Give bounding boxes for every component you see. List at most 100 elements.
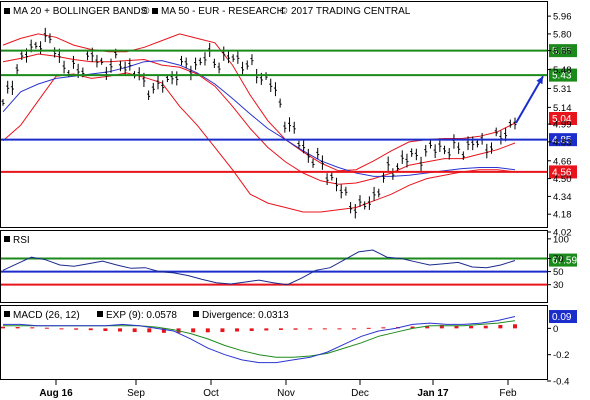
legend-ma20-label: MA 20 + BOLLINGER BANDS: [13, 6, 148, 17]
level-resistance-tag-label: 5.43: [552, 71, 572, 82]
price-y-tick-label: 5.48: [553, 65, 572, 76]
macd-histogram-bar: [59, 328, 64, 330]
macd-y-tick-label: -0.4: [553, 377, 569, 388]
price-layer: 5.65 5.43 4.85 4.56 5.04: [1, 27, 577, 219]
macd-histogram-bar: [513, 324, 517, 329]
price-y-tick-label: 4.99: [553, 120, 572, 131]
target-arrow-shaft: [515, 75, 544, 124]
macd-panel-frame: [0, 305, 548, 380]
x-tick-label: Nov: [277, 388, 295, 399]
macd-histogram-bar: [454, 325, 459, 329]
macd-histogram-bar: [469, 326, 474, 329]
legend-signal-label: EXP (9): 0.0578: [106, 310, 177, 321]
legend-copyright-text: 2017 TRADING CENTRAL: [291, 6, 411, 17]
last-price-tag: [549, 112, 577, 125]
macd-current-tag-label: 0.09: [552, 312, 572, 323]
bollinger-lower-line: [2, 72, 516, 213]
macd-histogram-bar: [308, 328, 313, 330]
price-y-tick-label: 5.14: [553, 103, 572, 114]
legend-rsi-label: RSI: [13, 235, 30, 246]
price-y-tick-label: 5.31: [553, 84, 572, 95]
level-support-tag: [549, 165, 577, 179]
legend-swatch-signal: [97, 311, 103, 317]
price-y-tick-label: 4.34: [553, 192, 572, 203]
x-tick-label: Sep: [127, 388, 145, 399]
macd-histogram-bar: [410, 326, 415, 329]
macd-histogram-bar: [366, 327, 371, 329]
rsi-y-tick-label: 30: [553, 280, 564, 291]
price-panel-frame: [0, 1, 548, 228]
x-tick-label: Aug 16: [39, 388, 73, 399]
ma20-line: [2, 53, 516, 185]
x-tick-label: Dec: [351, 388, 369, 399]
price-y-tick-label: 4.02: [553, 228, 572, 239]
price-y-tick-label: 5.65: [553, 46, 572, 57]
level-pivot-tag: [549, 133, 577, 147]
macd-histogram-bar: [264, 328, 269, 331]
macd-histogram-bar: [381, 327, 386, 329]
macd-histogram-bar: [103, 328, 108, 331]
macd-y-tick-label: -0.2: [553, 350, 569, 361]
axis-layer: Aug 16 Sep Oct Nov Dec Jan 17 Feb 5.96 5.80 5.65 5…: [39, 12, 571, 399]
level-resistance-tag: [549, 68, 577, 82]
macd-histogram-bar: [205, 328, 210, 333]
legend-copyright-symbol: ©: [280, 6, 288, 17]
level-resistance-tag: [549, 44, 577, 58]
macd-current-tag: [549, 310, 577, 324]
rsi-y-tick-label: 50: [553, 267, 564, 278]
legend-swatch-divergence: [193, 311, 199, 317]
macd-histogram-bar: [293, 328, 298, 330]
x-tick-label: Jan 17: [417, 388, 449, 399]
legend-swatch-rsi: [4, 236, 10, 242]
macd-histogram-bar: [191, 328, 196, 333]
macd-histogram-bar: [498, 324, 503, 329]
macd-line: [3, 316, 516, 364]
macd-histogram-bar: [15, 327, 20, 329]
macd-histogram-bar: [74, 328, 79, 330]
macd-y-tick-label: 0: [553, 324, 558, 335]
legend-swatch-ma50: [152, 8, 158, 14]
rsi-layer: 67.59: [1, 249, 577, 286]
target-arrow-head: [536, 76, 543, 85]
rsi-current-tag: [549, 253, 577, 267]
macd-histogram-bar: [161, 328, 166, 333]
rsi-current-tag-label: 67.59: [552, 256, 577, 267]
level-support-tag-label: 4.56: [552, 167, 572, 178]
legend-swatch-macd: [4, 311, 10, 317]
macd-histogram-bar: [220, 328, 225, 333]
rsi-y-tick-label: 70: [553, 254, 564, 265]
legend-ma50-label: MA 50 - EUR - RESEARCH: [161, 6, 284, 17]
macd-histogram-bar: [30, 327, 35, 329]
rsi-legend: RSI: [4, 235, 30, 246]
price-y-tick-label: 4.83: [553, 137, 572, 148]
legend-swatch-ma20: [4, 8, 10, 14]
macd-histogram-bar: [235, 328, 240, 332]
macd-histogram-bar: [118, 328, 123, 332]
rsi-line: [2, 249, 516, 286]
price-y-tick-label: 5.96: [553, 12, 572, 23]
macd-histogram-bar: [88, 328, 93, 331]
legend-divergence-label: Divergence: 0.0313: [202, 310, 289, 321]
price-legend: MA 20 + BOLLINGER BANDS ® MA 50 - EUR - …: [4, 6, 411, 17]
price-y-tick-label: 4.66: [553, 156, 572, 167]
legend-macd-label: MACD (26, 12): [13, 310, 80, 321]
macd-histogram-bar: [147, 328, 152, 333]
rsi-y-tick-label: 100: [553, 234, 569, 245]
macd-histogram-bar: [483, 325, 488, 329]
macd-legend: MACD (26, 12) EXP (9): 0.0578 Divergence…: [4, 310, 289, 321]
macd-histogram-bar: [44, 327, 49, 329]
rsi-panel-frame: [0, 230, 548, 303]
price-y-tick-label: 5.80: [553, 29, 572, 40]
price-y-tick-label: 4.18: [553, 210, 572, 221]
last-price-tag-label: 5.04: [552, 114, 572, 125]
macd-histogram-bar: [425, 325, 430, 329]
macd-layer: 0.09: [1, 310, 577, 364]
x-tick-label: Feb: [499, 388, 517, 399]
macd-histogram-bar: [352, 328, 357, 330]
macd-histogram-bar: [278, 328, 283, 330]
macd-histogram-bar: [132, 328, 137, 333]
macd-histogram-bar: [337, 328, 342, 330]
macd-histogram-bar: [249, 328, 254, 331]
